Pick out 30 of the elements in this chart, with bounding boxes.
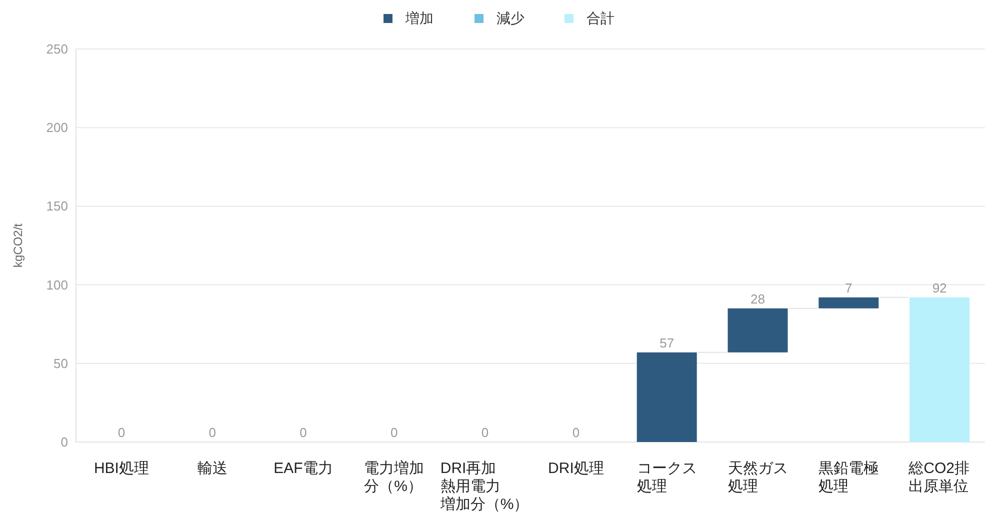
x-tick-label: 総CO2排出原単位 (908, 460, 970, 495)
y-axis-title: kgCO2/t (11, 222, 25, 268)
x-tick-label: HBI処理 (94, 460, 149, 477)
y-tick-label: 200 (46, 120, 68, 136)
data-label: 57 (660, 335, 674, 350)
data-label: 0 (572, 425, 580, 440)
data-label: 0 (481, 425, 489, 440)
data-label: 7 (845, 280, 852, 296)
data-label: 28 (750, 291, 765, 306)
x-tick-label: 天然ガス処理 (728, 460, 788, 495)
data-label: 0 (118, 425, 126, 440)
x-tick-label: DRI再加熱用電力増加分（%） (439, 460, 529, 513)
y-tick-label: 150 (46, 198, 68, 214)
x-tick-label: DRI処理 (548, 460, 604, 477)
data-label: 0 (300, 425, 307, 440)
x-tick-label: EAF電力 (274, 460, 333, 477)
y-tick-label: 100 (46, 277, 68, 292)
legend-label: 減少 (496, 10, 524, 26)
x-tick-label: 輸送 (197, 460, 228, 477)
data-label: 92 (932, 280, 947, 296)
x-tick-label: コークス処理 (636, 460, 697, 495)
x-tick-label: 電力増加分（%） (364, 460, 424, 495)
legend-label: 合計 (586, 10, 614, 26)
y-tick-label: 0 (60, 434, 68, 450)
data-label: 0 (208, 425, 216, 440)
x-tick-label: 黒鉛電極処理 (818, 460, 879, 495)
legend-label: 増加 (404, 10, 434, 26)
y-tick-label: 50 (54, 356, 68, 371)
y-tick-label: 250 (46, 42, 68, 56)
data-label: 0 (390, 425, 398, 440)
